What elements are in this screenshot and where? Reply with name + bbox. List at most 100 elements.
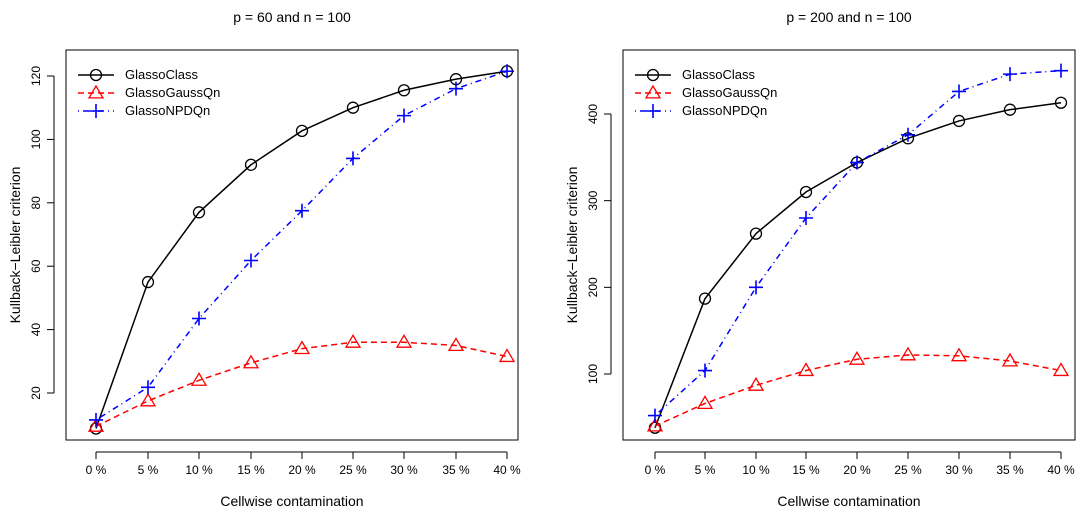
series-GlassoNPDQn <box>89 64 514 427</box>
legend-marker <box>89 68 103 82</box>
x-tick-label: 0 % <box>86 463 107 477</box>
data-point <box>500 64 514 79</box>
data-point <box>141 380 155 395</box>
data-point <box>192 206 206 219</box>
y-axis: 20 40 60 80 100 120 <box>29 66 55 400</box>
series-GlassoClass <box>648 96 1068 434</box>
y-axis-title: Kullback−Leibler criterion <box>7 167 23 324</box>
series-line <box>95 341 508 427</box>
data-point <box>646 417 664 432</box>
x-tick-label: 30 % <box>945 463 973 477</box>
legend-marker <box>87 84 105 99</box>
y-axis: 100 200 300 400 <box>586 104 612 384</box>
x-tick-label: 15 % <box>237 463 265 477</box>
data-point <box>89 412 103 427</box>
data-point <box>498 348 516 363</box>
series-line <box>95 70 508 421</box>
y-axis-title: Kullback−Leibler criterion <box>564 167 580 324</box>
data-point <box>799 211 813 225</box>
data-point <box>395 333 413 348</box>
y-tick-label: 300 <box>586 190 600 210</box>
data-point <box>848 350 866 365</box>
data-point <box>1054 63 1068 78</box>
data-point <box>344 333 362 348</box>
data-point <box>799 185 813 199</box>
x-axis: 0 % 5 % 10 % 15 % 20 % 25 % 30 % 35 % 40 % <box>645 451 1075 477</box>
data-point <box>141 275 155 289</box>
data-point <box>190 372 208 386</box>
data-point <box>244 158 258 171</box>
x-tick-label: 10 % <box>185 463 213 477</box>
data-point <box>346 151 360 166</box>
data-point <box>749 280 763 295</box>
y-tick-label: 20 <box>29 386 43 400</box>
data-point <box>1001 352 1019 367</box>
data-point <box>397 84 411 97</box>
data-point <box>850 155 864 170</box>
x-axis-title: Cellwise contamination <box>777 493 920 509</box>
legend-marker <box>646 68 660 82</box>
data-point <box>797 362 815 377</box>
y-tick-label: 40 <box>29 323 43 337</box>
x-tick-label: 40 % <box>493 463 521 477</box>
data-point <box>295 203 309 218</box>
data-point <box>192 311 206 326</box>
data-point <box>139 392 157 407</box>
y-tick-label: 100 <box>29 129 43 149</box>
legend-marker <box>89 104 103 118</box>
x-tick-label: 0 % <box>645 463 666 477</box>
data-point <box>449 81 463 96</box>
legend-marker <box>646 104 660 118</box>
series-GlassoGaussQn <box>87 333 516 432</box>
x-tick-label: 10 % <box>742 463 770 477</box>
chart-title: p = 200 and n = 100 <box>786 9 912 25</box>
data-point <box>397 108 411 123</box>
data-point <box>447 337 465 352</box>
series-line <box>654 354 1062 427</box>
legend: GlassoClass GlassoGaussQn GlassoNPDQn <box>635 67 777 118</box>
y-tick-label: 100 <box>586 364 600 384</box>
legend-label: GlassoGaussQn <box>125 85 220 100</box>
chart-panel-1: p = 60 and n = 100 0 % 5 % 10 % 15 % 20 % 25 %… <box>7 9 521 509</box>
legend-label: GlassoClass <box>682 67 755 82</box>
x-tick-label: 35 % <box>996 463 1024 477</box>
data-point <box>244 253 258 268</box>
data-point <box>698 292 712 305</box>
plot-frame <box>65 49 519 441</box>
data-point <box>696 395 714 410</box>
data-point <box>747 376 765 391</box>
series-line <box>95 70 508 429</box>
x-tick-label: 20 % <box>843 463 871 477</box>
x-tick-label: 5 % <box>695 463 716 477</box>
legend: GlassoClass GlassoGaussQn GlassoNPDQn <box>78 67 220 118</box>
x-tick-label: 40 % <box>1047 463 1075 477</box>
data-point <box>346 101 360 114</box>
y-tick-label: 400 <box>586 104 600 124</box>
y-tick-label: 80 <box>29 196 43 210</box>
x-tick-label: 5 % <box>138 463 159 477</box>
y-tick-label: 60 <box>29 259 43 273</box>
data-point <box>698 363 712 378</box>
data-point <box>899 346 917 361</box>
x-tick-label: 30 % <box>390 463 418 477</box>
y-tick-label: 120 <box>29 66 43 86</box>
series-GlassoNPDQn <box>648 63 1068 423</box>
x-tick-label: 25 % <box>339 463 367 477</box>
data-point <box>749 227 763 240</box>
x-tick-label: 25 % <box>894 463 922 477</box>
data-point <box>950 347 968 362</box>
data-point <box>1003 103 1017 116</box>
data-point <box>1003 67 1017 82</box>
legend-label: GlassoNPDQn <box>682 103 767 118</box>
plot-frame <box>622 49 1076 441</box>
data-point <box>293 340 311 355</box>
series-GlassoGaussQn <box>646 346 1070 432</box>
legend-label: GlassoGaussQn <box>682 85 777 100</box>
data-point <box>87 418 105 432</box>
data-point <box>648 408 662 423</box>
x-tick-label: 35 % <box>442 463 470 477</box>
data-point <box>901 127 915 142</box>
data-point <box>952 114 966 128</box>
x-axis-title: Cellwise contamination <box>220 493 363 509</box>
